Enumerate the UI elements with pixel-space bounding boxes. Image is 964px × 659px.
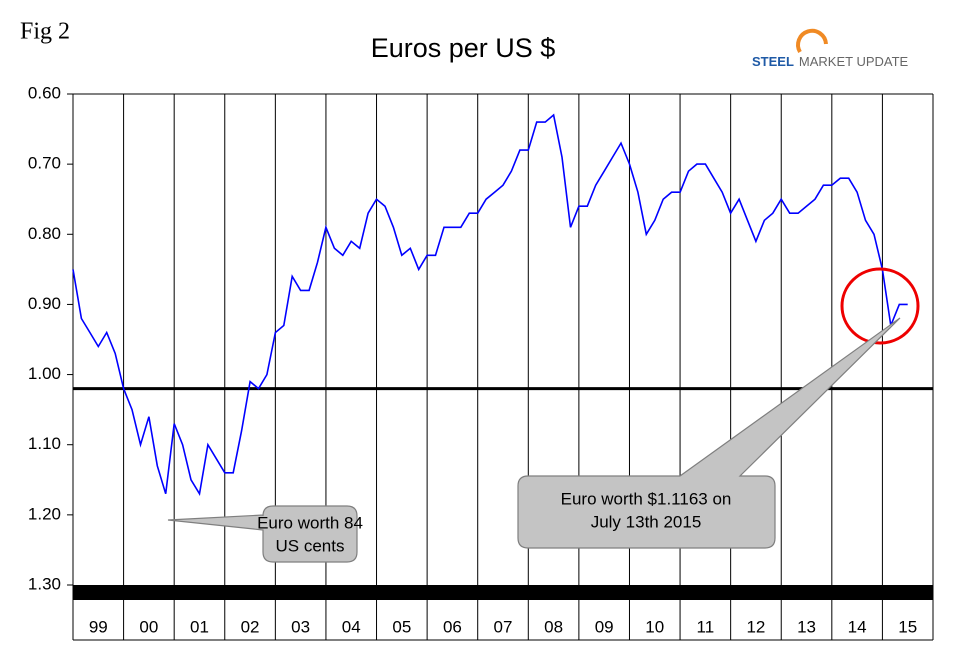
x-tick-label: 12 <box>746 617 765 636</box>
x-tick-label: 99 <box>89 617 108 636</box>
x-tick-label: 05 <box>392 617 411 636</box>
figure-label: Fig 2 <box>20 19 70 45</box>
logo-steel: STEEL <box>752 54 794 69</box>
logo-text: STEEL MARKET UPDATE <box>752 54 909 69</box>
y-tick-label: 0.90 <box>28 294 61 313</box>
x-tick-label: 06 <box>443 617 462 636</box>
y-tick-label: 1.30 <box>28 574 61 593</box>
plot: 0.60 0.70 0.80 0.90 1.00 1.10 1.20 1.30 99 00 01 02… <box>28 83 934 641</box>
x-tick-label: 00 <box>139 617 158 636</box>
y-tick-label: 0.70 <box>28 154 61 173</box>
logo: STEEL MARKET UPDATE <box>752 28 909 69</box>
x-tick-label: 08 <box>544 617 563 636</box>
callout-box <box>517 317 901 549</box>
callout-text: US cents <box>276 536 345 555</box>
x-tick-label: 13 <box>797 617 816 636</box>
logo-arc <box>796 28 828 54</box>
x-tick-label: 02 <box>241 617 260 636</box>
logo-rest: MARKET UPDATE <box>799 54 909 69</box>
x-tick-label: 01 <box>190 617 209 636</box>
callout-text: Euro worth 84 <box>257 513 363 532</box>
highlight-circle <box>840 267 920 345</box>
x-tick-label: 10 <box>645 617 664 636</box>
y-tick-label: 0.60 <box>28 83 61 102</box>
chart-title: Euros per US $ <box>371 33 556 63</box>
y-tick-label: 0.80 <box>28 224 61 243</box>
y-tick-label: 1.10 <box>28 434 61 453</box>
callout-text: Euro worth $1.1163 on <box>561 489 732 508</box>
x-tick-label: 11 <box>697 617 715 636</box>
x-tick-label: 03 <box>291 617 310 636</box>
callout-box <box>167 505 358 563</box>
callout-text: July 13th 2015 <box>591 512 702 531</box>
x-tick-label: 09 <box>595 617 614 636</box>
x-tick-label: 04 <box>342 617 361 636</box>
x-tick-label: 14 <box>848 617 867 636</box>
y-tick-label: 1.00 <box>28 364 61 383</box>
data-line <box>72 113 908 497</box>
x-tick-label: 15 <box>898 617 917 636</box>
x-tick-label: 07 <box>494 617 513 636</box>
axis-base-bar <box>73 585 933 600</box>
y-tick-label: 1.20 <box>28 504 61 523</box>
